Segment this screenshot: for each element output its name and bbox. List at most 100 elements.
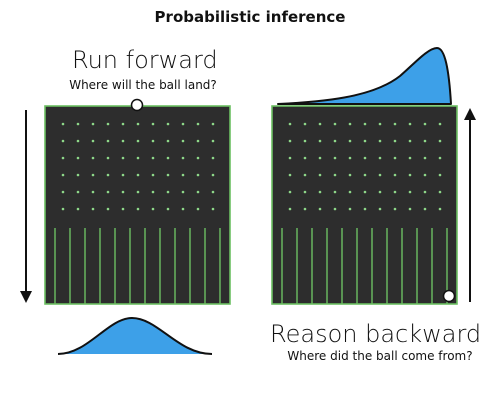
forward-peg [91,139,95,143]
backward-peg [393,139,397,143]
forward-peg [181,139,185,143]
backward-heading: Reason backward [270,320,482,348]
forward-down-arrow [20,110,32,303]
backward-peg [363,190,367,194]
backward-up-arrow [464,108,476,302]
backward-peg-grid [288,122,442,211]
backward-peg [333,122,337,126]
backward-peg [438,173,442,177]
forward-peg [121,139,125,143]
forward-peg [76,122,80,126]
backward-peg [303,207,307,211]
forward-peg [181,173,185,177]
backward-peg [363,173,367,177]
backward-peg [408,190,412,194]
backward-peg [363,156,367,160]
backward-peg [378,173,382,177]
forward-peg [121,190,125,194]
forward-peg [151,173,155,177]
forward-peg [121,156,125,160]
forward-peg [196,173,200,177]
backward-peg [423,156,427,160]
forward-peg [136,122,140,126]
forward-board-background [45,106,230,304]
forward-peg [151,156,155,160]
backward-peg [393,156,397,160]
backward-peg [363,122,367,126]
backward-peg [393,173,397,177]
forward-peg [151,122,155,126]
forward-peg [166,207,170,211]
forward-peg [196,156,200,160]
backward-peg [303,139,307,143]
forward-peg [121,207,125,211]
backward-peg [438,122,442,126]
forward-peg [91,173,95,177]
forward-board [44,105,231,305]
forward-peg [181,122,185,126]
backward-peg [423,190,427,194]
backward-peg [288,139,292,143]
forward-peg [211,156,215,160]
forward-heading: Run forward [72,46,218,74]
forward-peg [76,139,80,143]
forward-ball [130,98,144,112]
forward-peg [106,190,110,194]
backward-peg [408,122,412,126]
backward-peg [288,122,292,126]
forward-peg [61,156,65,160]
forward-peg [181,207,185,211]
backward-peg [303,156,307,160]
forward-peg [136,156,140,160]
backward-peg [318,139,322,143]
forward-question: Where will the ball land? [69,78,217,92]
forward-peg [61,122,65,126]
backward-peg [378,139,382,143]
forward-peg [196,190,200,194]
backward-peg [318,156,322,160]
backward-peg [378,190,382,194]
backward-peg [318,190,322,194]
forward-peg [151,139,155,143]
forward-peg [106,122,110,126]
forward-peg [61,207,65,211]
forward-peg [91,156,95,160]
backward-peg [348,122,352,126]
forward-peg [136,190,140,194]
backward-peg [363,207,367,211]
backward-peg [438,190,442,194]
forward-peg [151,190,155,194]
forward-peg [106,173,110,177]
backward-peg [318,173,322,177]
backward-peg [423,139,427,143]
backward-peg [303,190,307,194]
forward-peg [166,156,170,160]
forward-peg [61,190,65,194]
backward-peg [393,207,397,211]
backward-peg [288,173,292,177]
forward-peg [211,207,215,211]
backward-peg [333,173,337,177]
backward-peg [393,122,397,126]
backward-peg [438,139,442,143]
backward-board-background [272,106,457,304]
backward-peg [303,173,307,177]
forward-peg-grid [61,122,215,211]
forward-peg [196,207,200,211]
forward-peg [136,139,140,143]
backward-peg [333,139,337,143]
forward-peg [76,156,80,160]
backward-peg [408,173,412,177]
forward-peg [211,139,215,143]
forward-peg [76,207,80,211]
backward-peg [303,122,307,126]
backward-peg [378,207,382,211]
forward-peg [121,173,125,177]
forward-slots [54,228,221,304]
backward-peg [408,207,412,211]
backward-peg [423,207,427,211]
forward-peg [181,156,185,160]
backward-question: Where did the ball come from? [287,349,473,363]
